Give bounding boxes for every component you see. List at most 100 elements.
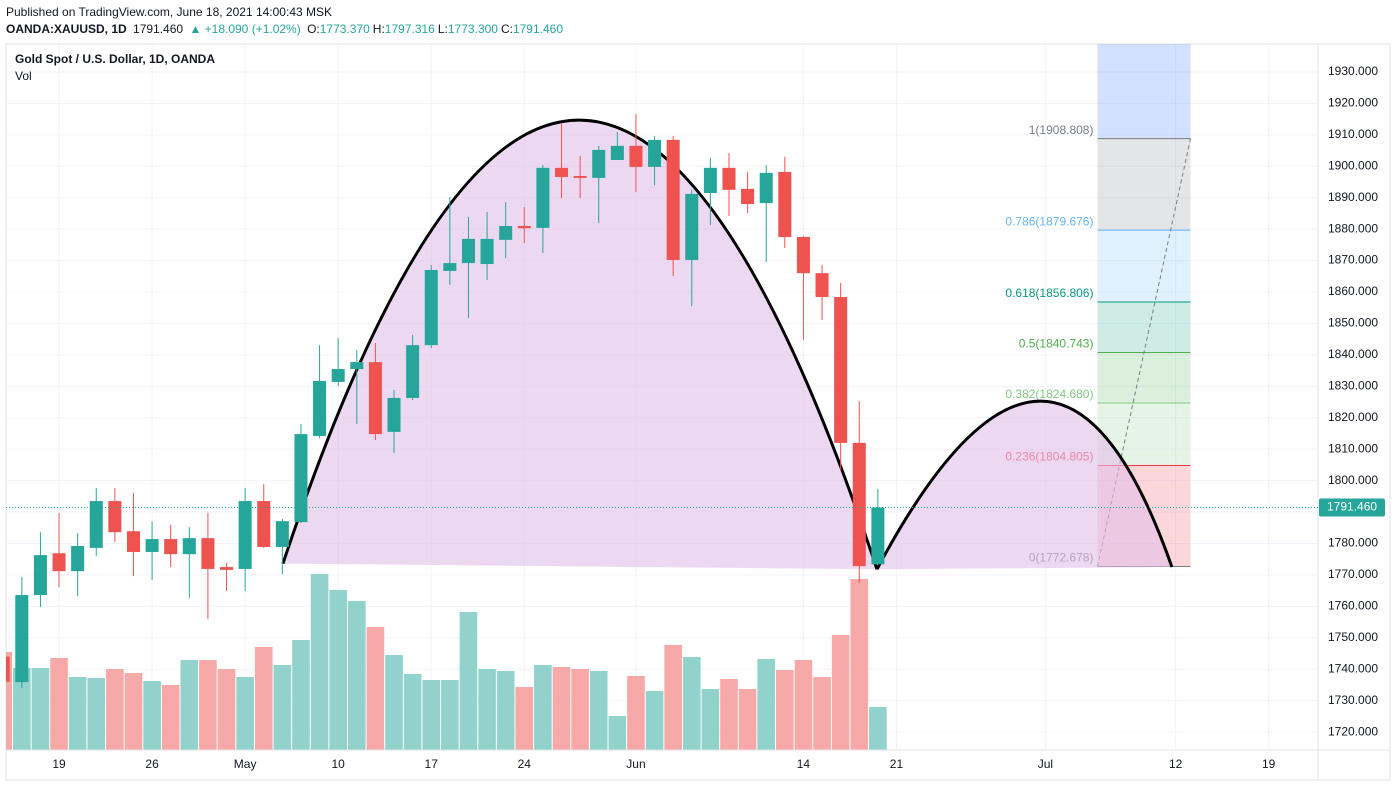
symbol-row: OANDA:XAUUSD, 1D 1791.460 ▲ +18.090 (+1.… [6, 21, 569, 38]
volume-bar [13, 668, 31, 750]
volume-bar [180, 660, 199, 750]
candle-body [443, 263, 457, 271]
fib-label: 1(1908.808) [1029, 123, 1094, 137]
y-tick-label: 1910.000 [1328, 127, 1378, 141]
volume-bar [701, 689, 720, 750]
volume-bar [87, 678, 106, 750]
volume-bar [627, 676, 645, 750]
candle-body [275, 521, 289, 547]
last-price-box [1319, 498, 1385, 517]
volume-bar [403, 674, 422, 750]
x-tick-label: 21 [890, 757, 904, 771]
candle-body [108, 501, 122, 533]
candle-body [406, 345, 420, 398]
candle-body [257, 501, 271, 547]
y-tick-label: 1870.000 [1328, 253, 1378, 267]
candle-body [815, 273, 829, 298]
y-tick-label: 1730.000 [1328, 693, 1378, 707]
x-tick-label: Jul [1038, 757, 1053, 771]
candle-body [796, 237, 810, 274]
change: ▲ +18.090 (+1.02%) [189, 22, 301, 36]
volume-bar [720, 679, 738, 750]
x-tick-label: 26 [145, 757, 159, 771]
fib-retracement: 1(1908.808) 0.786(1879.676) 0.618(1856.806… [1005, 44, 1192, 567]
y-tick-label: 1770.000 [1328, 567, 1378, 581]
ohlc-value: 1791.460 [512, 22, 563, 36]
candle-body [15, 595, 29, 683]
y-tick-label: 1830.000 [1328, 378, 1378, 392]
candle-body [182, 538, 196, 555]
fib-label: 0.5(1840.743) [1019, 337, 1094, 351]
volume-pane [6, 574, 887, 750]
candle-body [759, 172, 773, 204]
ohlc: O:1773.370 H:1797.316 L:1773.300 C:1791.460 [307, 22, 566, 36]
patterns [281, 118, 1174, 570]
candle-body [573, 176, 587, 178]
volume-bar [106, 669, 124, 750]
candle-body [871, 507, 885, 565]
ohlc-value: 1773.300 [447, 22, 498, 36]
y-tick-label: 1820.000 [1328, 410, 1378, 424]
volume-bar [869, 707, 887, 750]
fib-band [1097, 352, 1191, 404]
candle-body [722, 167, 736, 190]
volume-bar [161, 685, 180, 750]
volume-bar [199, 660, 217, 750]
candle-body [536, 167, 550, 228]
candle-body [6, 656, 10, 682]
candle-body [499, 226, 513, 240]
volume-bar [366, 627, 385, 750]
volume-bar [50, 658, 68, 750]
candle-body [313, 380, 327, 436]
volume-bar [776, 670, 794, 750]
candles [6, 114, 885, 689]
ohlc-label: H: [372, 22, 385, 36]
volume-bar [757, 659, 776, 750]
y-tick-label: 1750.000 [1328, 630, 1378, 644]
candle-body [610, 145, 624, 160]
candle-body [126, 531, 140, 552]
y-tick-label: 1720.000 [1328, 724, 1378, 738]
fib-extension [1097, 44, 1191, 139]
volume-bar [385, 655, 403, 750]
fib-band [1097, 302, 1191, 353]
candle-body [480, 238, 494, 265]
x-tick-label: 17 [425, 757, 439, 771]
y-tick-label: 1890.000 [1328, 190, 1378, 204]
candle-body [33, 555, 47, 596]
candle-body [629, 145, 643, 167]
volume-bar [292, 640, 310, 750]
x-tick-label: Jun [626, 757, 645, 771]
candle-body [554, 167, 569, 177]
ohlc-value: 1797.316 [384, 22, 435, 36]
x-tick-label: 19 [1262, 757, 1276, 771]
header: Published on TradingView.com, June 18, 2… [6, 4, 569, 38]
pattern-fill [876, 401, 1172, 570]
candle-body [145, 539, 159, 552]
volume-bar [831, 635, 850, 750]
y-tick-label: 1900.000 [1328, 158, 1378, 172]
candle-body [834, 297, 848, 443]
volume-bar [236, 677, 254, 750]
frame [5, 43, 1391, 781]
candle-body [164, 539, 178, 555]
volume-bar [441, 680, 459, 750]
y-tick-label: 1740.000 [1328, 661, 1378, 675]
y-tick-label: 1760.000 [1328, 599, 1378, 613]
x-tick-label: 14 [797, 757, 811, 771]
candle-body [703, 167, 717, 193]
y-tick-label: 1780.000 [1328, 536, 1378, 550]
candle-body [89, 501, 103, 548]
volume-bar [124, 673, 143, 750]
ohlc-value: 1773.370 [319, 22, 370, 36]
y-tick-label: 1840.000 [1328, 347, 1378, 361]
candle-body [52, 553, 66, 572]
candle-body [201, 538, 215, 569]
volume-bar [534, 665, 552, 750]
volume-bar [571, 669, 589, 750]
candle-body [778, 171, 792, 238]
volume-bar [347, 601, 366, 750]
fib-label: 0.786(1879.676) [1005, 214, 1093, 228]
candle-body [71, 545, 85, 572]
volume-bar [459, 612, 478, 750]
